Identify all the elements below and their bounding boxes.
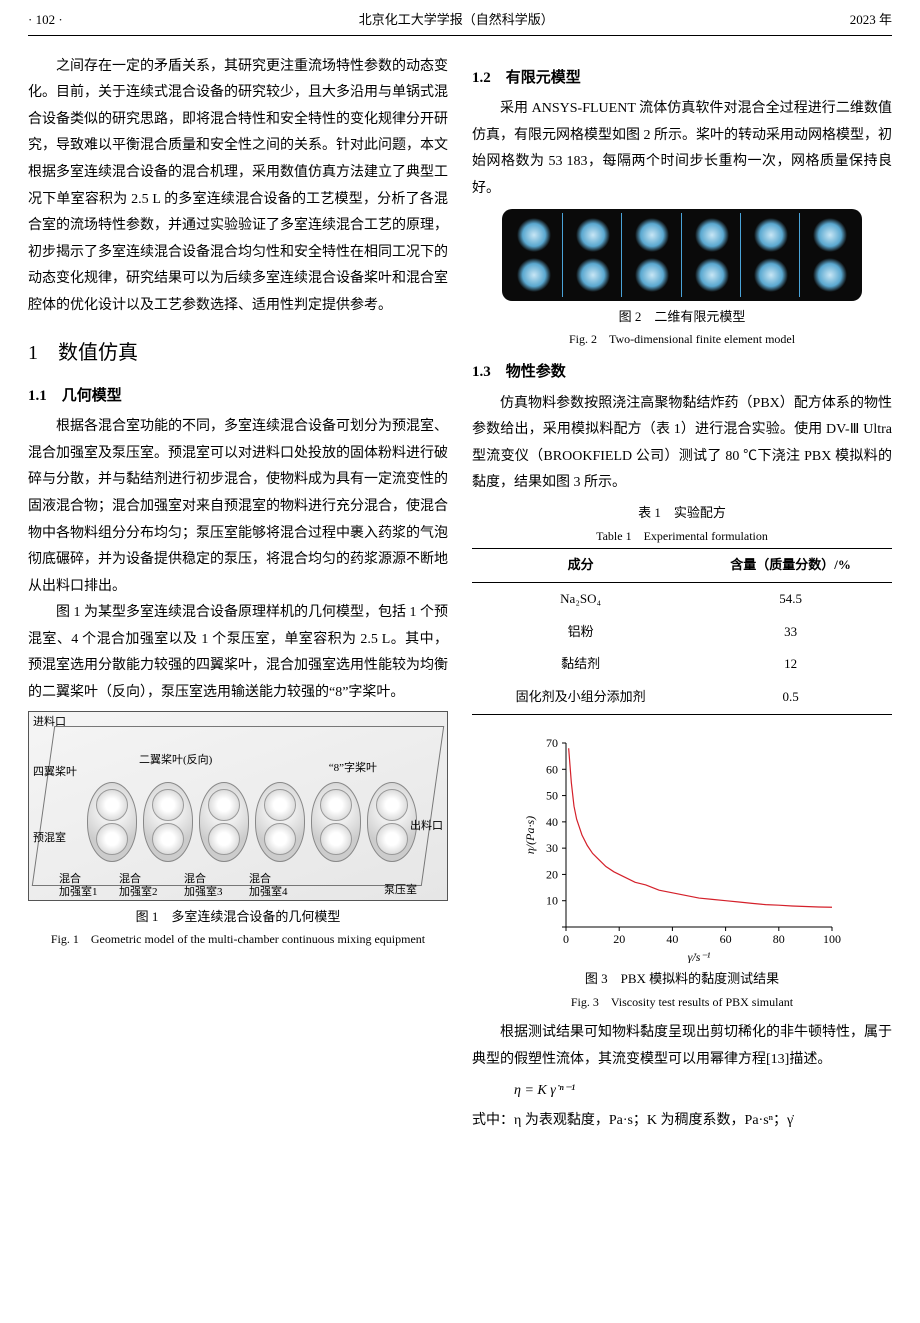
table-cell: 黏结剂 <box>472 648 689 681</box>
svg-text:70: 70 <box>546 736 558 750</box>
year: 2023 年 <box>850 8 892 33</box>
svg-text:10: 10 <box>546 894 558 908</box>
svg-text:40: 40 <box>546 815 558 829</box>
svg-text:η/(Pa·s): η/(Pa·s) <box>523 816 537 854</box>
page-number: · 102 · <box>28 8 63 33</box>
fig1-label-four-blade: 四翼桨叶 <box>33 766 77 778</box>
table-cell: 固化剂及小组分添加剂 <box>472 681 689 714</box>
table-cell: 33 <box>689 616 892 649</box>
svg-text:20: 20 <box>546 867 558 881</box>
section-heading-1: 1 数值仿真 <box>28 334 448 372</box>
fig1-label-mix4: 混合 加强室4 <box>249 873 288 897</box>
paragraph: 根据各混合室功能的不同，多室连续混合设备可划分为预混室、混合加强室及泵压室。预混… <box>28 414 448 600</box>
section-heading-1-2: 1.2 有限元模型 <box>472 64 892 93</box>
left-column: 之间存在一定的矛盾关系，其研究更注重流场特性参数的动态变化。目前，关于连续式混合… <box>28 54 448 1135</box>
figure-2 <box>502 209 862 301</box>
figure-1-caption-zh: 图 1 多室连续混合设备的几何模型 <box>28 905 448 930</box>
paragraph: 根据测试结果可知物料黏度呈现出剪切稀化的非牛顿特性，属于典型的假塑性流体，其流变… <box>472 1020 892 1073</box>
figure-3-caption-zh: 图 3 PBX 模拟料的黏度测试结果 <box>472 967 892 992</box>
right-column: 1.2 有限元模型 采用 ANSYS-FLUENT 流体仿真软件对混合全过程进行… <box>472 54 892 1135</box>
figure-2-caption-zh: 图 2 二维有限元模型 <box>472 305 892 330</box>
fig1-label-mix2: 混合 加强室2 <box>119 873 158 897</box>
paragraph: 采用 ANSYS-FLUENT 流体仿真软件对混合全过程进行二维数值仿真，有限元… <box>472 96 892 202</box>
fig1-label-mix1: 混合 加强室1 <box>59 873 98 897</box>
svg-text:100: 100 <box>823 932 841 946</box>
fig1-label-inlet: 进料口 <box>33 716 66 728</box>
figure-1-caption-en: Fig. 1 Geometric model of the multi-cham… <box>28 931 448 948</box>
table-cell: 54.5 <box>689 583 892 616</box>
svg-text:60: 60 <box>720 932 732 946</box>
table-header: 成分 <box>472 549 689 583</box>
fig1-label-outlet: 出料口 <box>410 820 443 832</box>
fig1-label-two-blade: 二翼桨叶(反向) <box>139 754 212 766</box>
fig1-label-premix: 预混室 <box>33 832 66 844</box>
section-heading-1-3: 1.3 物性参数 <box>472 358 892 387</box>
table-cell: Na₂SO₄ <box>472 583 689 616</box>
table-header: 含量（质量分数）/% <box>689 549 892 583</box>
figure-3-chart: 10 20 30 40 50 60 70 0 20 40 60 80 100 γ̇/s⁻¹ η/(Pa·s) <box>522 733 842 963</box>
table-cell: 铝粉 <box>472 616 689 649</box>
svg-text:50: 50 <box>546 788 558 802</box>
paragraph: 式中：η 为表观黏度，Pa·s；K 为稠度系数，Pa·sⁿ；γ̇ <box>472 1108 892 1135</box>
journal-title: 北京化工大学学报（自然科学版） <box>359 8 554 33</box>
svg-text:80: 80 <box>773 932 785 946</box>
fig1-label-eight-blade: “8”字桨叶 <box>329 762 377 774</box>
figure-3-caption-en: Fig. 3 Viscosity test results of PBX sim… <box>472 994 892 1011</box>
figure-2-caption-en: Fig. 2 Two-dimensional finite element mo… <box>472 331 892 348</box>
svg-text:60: 60 <box>546 762 558 776</box>
table-cell: 12 <box>689 648 892 681</box>
table-1-caption-zh: 表 1 实验配方 <box>472 501 892 526</box>
paragraph: 图 1 为某型多室连续混合设备原理样机的几何模型，包括 1 个预混室、4 个混合… <box>28 600 448 706</box>
svg-text:γ̇/s⁻¹: γ̇/s⁻¹ <box>688 950 711 963</box>
figure-1: 进料口 四翼桨叶 二翼桨叶(反向) “8”字桨叶 预混室 出料口 混合 加强室1… <box>28 711 448 901</box>
svg-text:40: 40 <box>666 932 678 946</box>
fig1-label-mix3: 混合 加强室3 <box>184 873 223 897</box>
equation: η = K γ̇ ⁿ⁻¹ <box>472 1078 892 1105</box>
fig1-label-pump: 泵压室 <box>384 884 417 896</box>
table-cell: 0.5 <box>689 681 892 714</box>
svg-text:0: 0 <box>563 932 569 946</box>
svg-text:30: 30 <box>546 841 558 855</box>
page-header: · 102 · 北京化工大学学报（自然科学版） 2023 年 <box>28 8 892 36</box>
section-heading-1-1: 1.1 几何模型 <box>28 382 448 411</box>
paragraph: 仿真物料参数按照浇注高聚物黏结炸药（PBX）配方体系的物性参数给出，采用模拟料配… <box>472 391 892 497</box>
paragraph: 之间存在一定的矛盾关系，其研究更注重流场特性参数的动态变化。目前，关于连续式混合… <box>28 54 448 320</box>
table-1: 成分 含量（质量分数）/% Na₂SO₄54.5铝粉33黏结剂12固化剂及小组分… <box>472 548 892 714</box>
table-1-caption-en: Table 1 Experimental formulation <box>472 528 892 545</box>
svg-text:20: 20 <box>613 932 625 946</box>
